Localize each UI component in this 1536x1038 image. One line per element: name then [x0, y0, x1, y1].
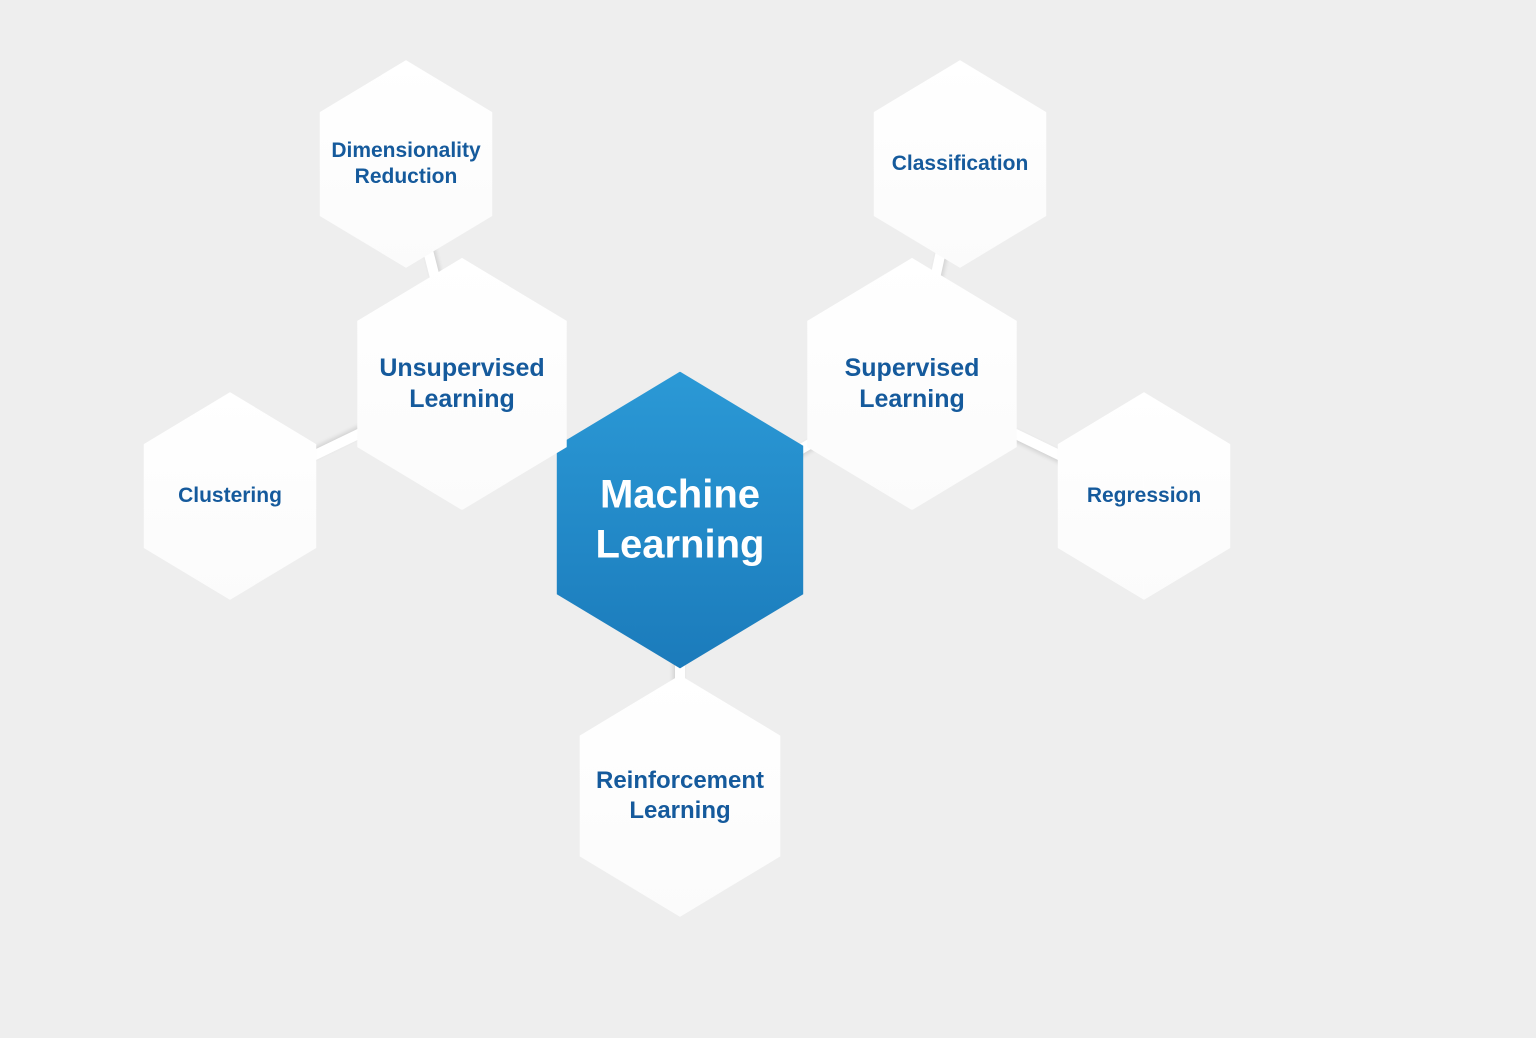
node-supervised: Supervised Learning	[793, 258, 1031, 510]
node-label-supervised: Supervised Learning	[802, 353, 1022, 416]
hex-dim_reduction: Dimensionality Reduction	[308, 60, 504, 268]
hex-clustering: Clustering	[132, 392, 328, 600]
hex-center: Machine Learning	[540, 372, 820, 669]
ml-taxonomy-diagram: Machine LearningUnsupervised LearningSup…	[0, 0, 1536, 1038]
node-label-reinforcement: Reinforcement Learning	[555, 766, 805, 826]
node-label-center: Machine Learning	[545, 470, 815, 570]
hex-regression: Regression	[1046, 392, 1242, 600]
node-unsupervised: Unsupervised Learning	[343, 258, 581, 510]
node-label-classification: Classification	[856, 151, 1063, 177]
node-label-regression: Regression	[1052, 483, 1237, 509]
node-classification: Classification	[862, 60, 1058, 268]
hex-classification: Classification	[862, 60, 1058, 268]
node-label-unsupervised: Unsupervised Learning	[337, 353, 588, 416]
hex-reinforcement: Reinforcement Learning	[566, 675, 794, 917]
node-clustering: Clustering	[132, 392, 328, 600]
hex-supervised: Supervised Learning	[793, 258, 1031, 510]
node-center: Machine Learning	[540, 372, 820, 669]
node-regression: Regression	[1046, 392, 1242, 600]
node-label-dim_reduction: Dimensionality Reduction	[296, 138, 516, 191]
node-dim_reduction: Dimensionality Reduction	[308, 60, 504, 268]
hex-unsupervised: Unsupervised Learning	[343, 258, 581, 510]
node-label-clustering: Clustering	[143, 483, 317, 509]
node-reinforcement: Reinforcement Learning	[566, 675, 794, 917]
